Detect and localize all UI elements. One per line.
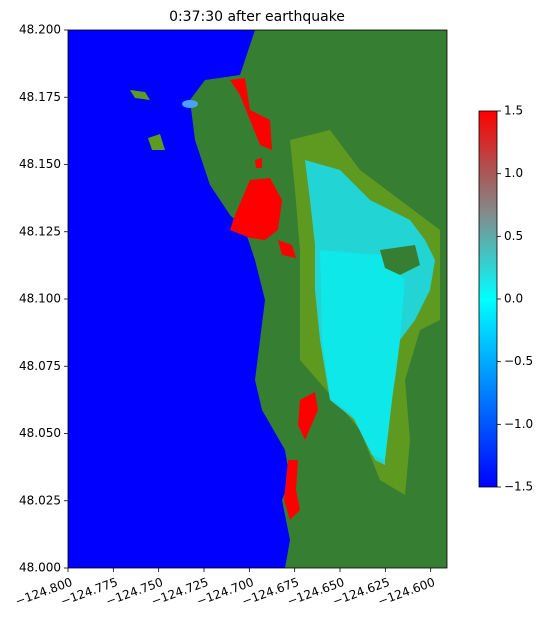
y-tick-label: 48.000 xyxy=(19,561,61,575)
y-tick-label: 48.100 xyxy=(19,292,61,306)
colorbar-tick-label: −1.0 xyxy=(504,417,533,431)
colorbar-tick-label: 1.5 xyxy=(504,104,523,118)
y-tick-label: 48.200 xyxy=(19,23,61,37)
y-tick-label: 48.175 xyxy=(19,90,61,104)
colorbar-tick-label: −1.5 xyxy=(504,480,533,494)
colorbar-tick-label: 1.0 xyxy=(504,166,523,180)
chart-title: 0:37:30 after earthquake xyxy=(169,9,345,25)
map-raster xyxy=(68,30,447,568)
colorbar-tick-label: 0.5 xyxy=(504,229,523,243)
y-tick-label: 48.025 xyxy=(19,493,61,507)
colorbar xyxy=(478,110,498,488)
y-tick-label: 48.150 xyxy=(19,157,61,171)
colorbar-tick-label: −0.5 xyxy=(504,354,533,368)
y-tick-label: 48.125 xyxy=(19,224,61,238)
y-tick-label: 48.075 xyxy=(19,359,61,373)
colorbar-tick-label: 0.0 xyxy=(504,292,523,306)
y-tick-label: 48.050 xyxy=(19,426,61,440)
